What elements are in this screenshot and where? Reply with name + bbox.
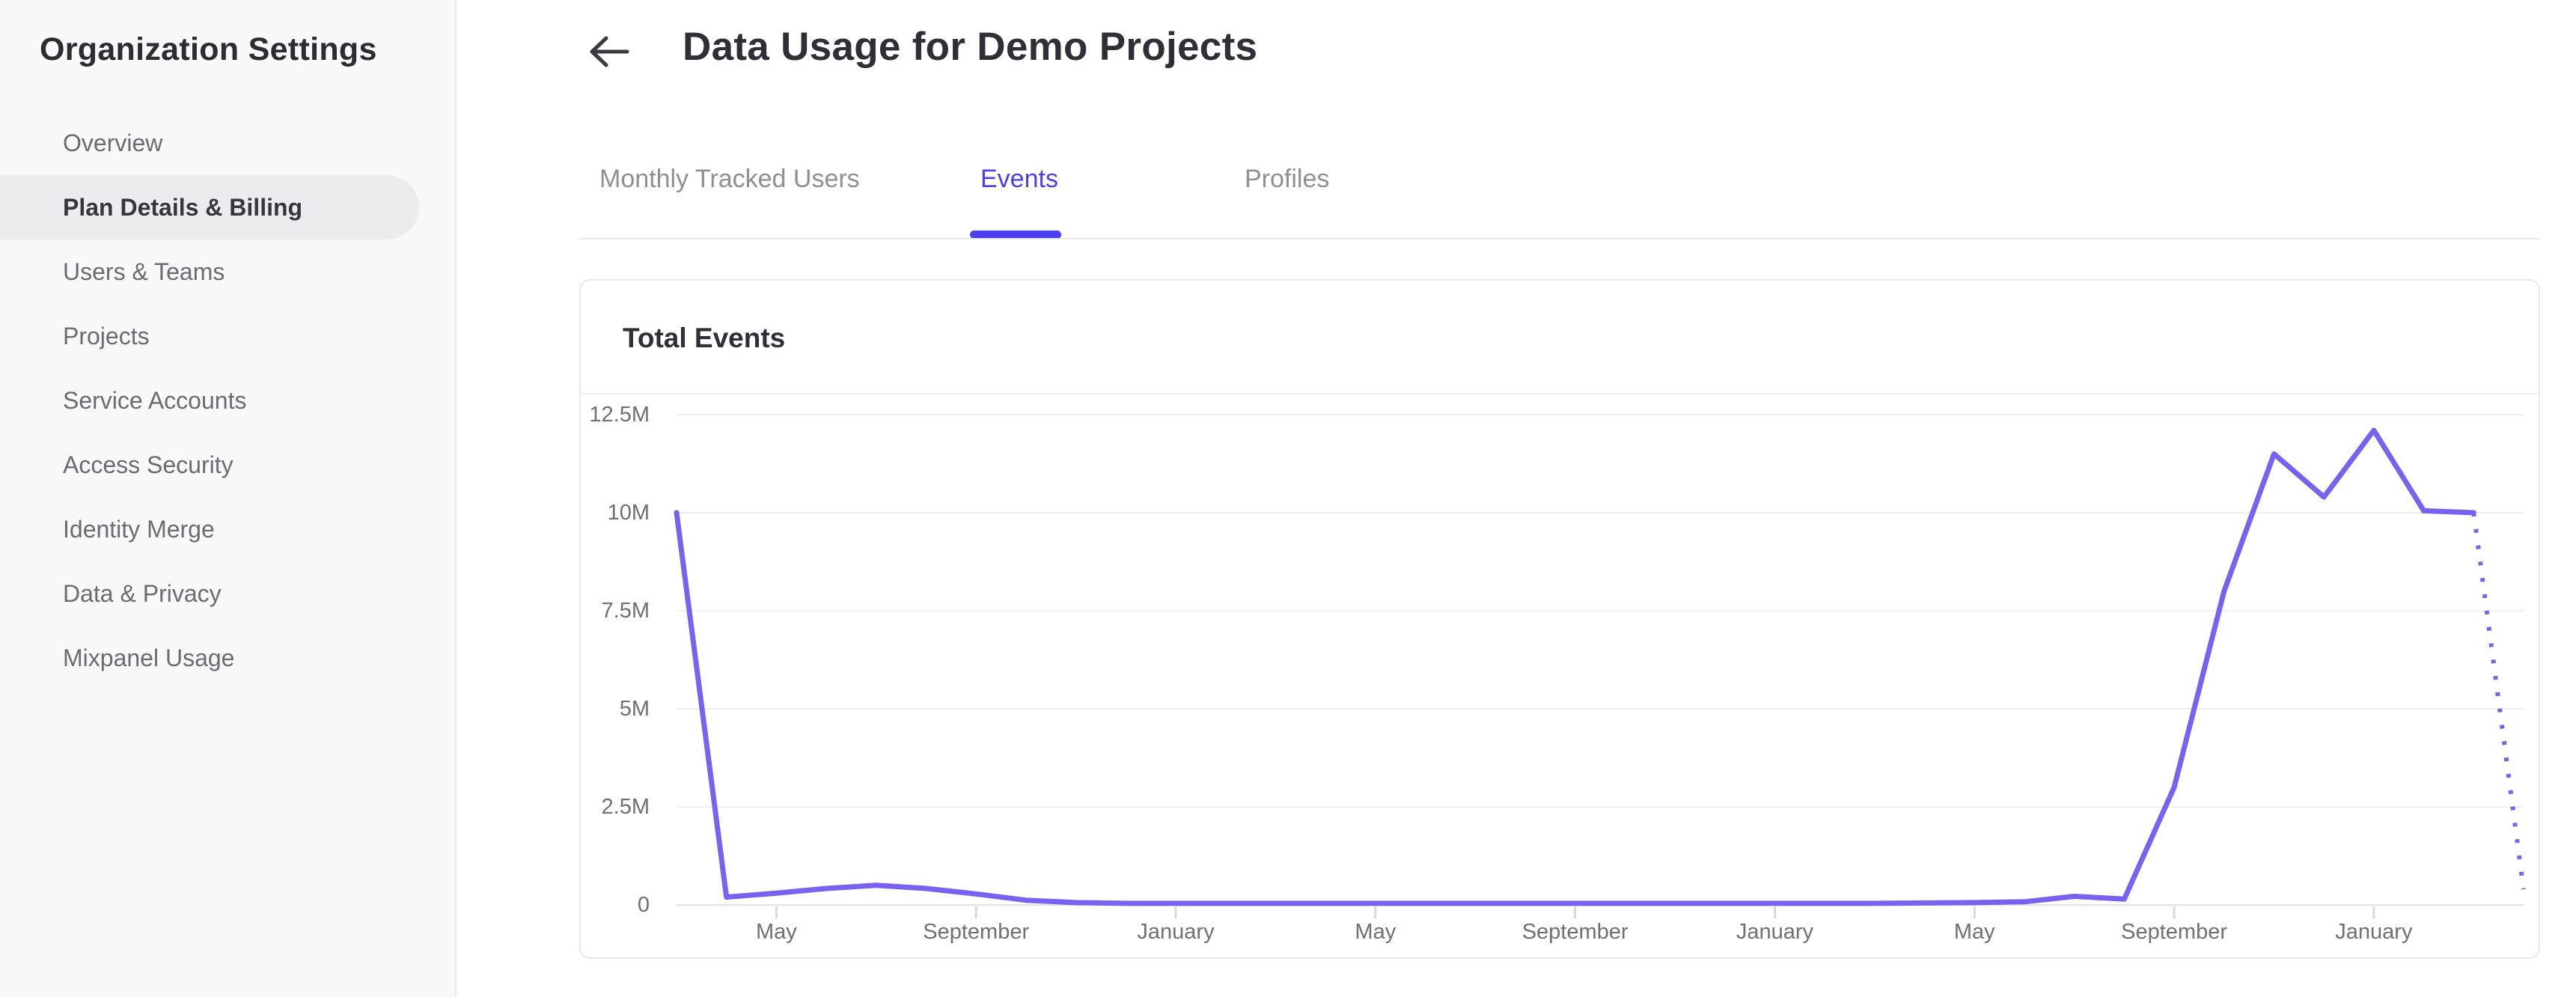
x-axis-label: January	[2335, 920, 2413, 944]
sidebar: Organization Settings Overview Plan Deta…	[0, 0, 457, 997]
sidebar-item-service-accounts[interactable]: Service Accounts	[63, 386, 247, 414]
x-axis-label: May	[1953, 920, 1995, 944]
x-axis-label: September	[923, 920, 1030, 944]
sidebar-item-identity-merge[interactable]: Identity Merge	[63, 515, 215, 543]
tab-events[interactable]: Events	[980, 165, 1058, 193]
x-axis-label: September	[1522, 920, 1629, 944]
sidebar-item-plan-details-billing[interactable]: Plan Details & Billing	[0, 175, 419, 240]
sidebar-item-data-privacy[interactable]: Data & Privacy	[63, 579, 222, 607]
y-axis-label: 12.5M	[589, 403, 650, 427]
total-events-card: Total Events 0 2.5M 5M 7.5M 10M 12.5M May Septe…	[579, 279, 2540, 959]
sidebar-item-overview[interactable]: Overview	[63, 129, 163, 156]
active-tab-underline	[970, 231, 1061, 239]
x-axis-label: January	[1736, 920, 1814, 944]
x-axis-label: September	[2121, 920, 2227, 944]
tabs-divider	[579, 238, 2540, 240]
back-button[interactable]	[585, 28, 633, 76]
left-arrow-icon	[587, 36, 632, 73]
y-axis-label: 10M	[607, 501, 650, 525]
total-events-line-chart	[674, 414, 2526, 918]
x-axis-label: May	[755, 920, 797, 944]
sidebar-item-projects[interactable]: Projects	[63, 322, 150, 350]
page-title: Data Usage for Demo Projects	[683, 25, 1258, 69]
y-axis-label: 5M	[619, 697, 650, 721]
card-divider	[581, 393, 2539, 394]
sidebar-item-users-teams[interactable]: Users & Teams	[63, 257, 225, 285]
x-axis-label: May	[1355, 920, 1397, 944]
sidebar-title: Organization Settings	[40, 31, 377, 67]
sidebar-nav: Overview Plan Details & Billing Users & …	[0, 111, 455, 690]
card-title: Total Events	[623, 323, 786, 353]
y-axis-label: 2.5M	[601, 795, 650, 819]
sidebar-item-access-security[interactable]: Access Security	[63, 451, 234, 478]
main-content: Data Usage for Demo Projects Monthly Tra…	[458, 0, 2576, 997]
y-axis-label: 0	[637, 893, 650, 917]
tab-profiles[interactable]: Profiles	[1245, 165, 1330, 193]
sidebar-item-mixpanel-usage[interactable]: Mixpanel Usage	[63, 644, 235, 671]
x-axis-label: January	[1137, 920, 1215, 944]
y-axis-label: 7.5M	[601, 599, 650, 623]
total-events-chart-area: 0 2.5M 5M 7.5M 10M 12.5M May September January Ma…	[581, 393, 2539, 959]
tab-monthly-tracked-users[interactable]: Monthly Tracked Users	[599, 165, 860, 193]
